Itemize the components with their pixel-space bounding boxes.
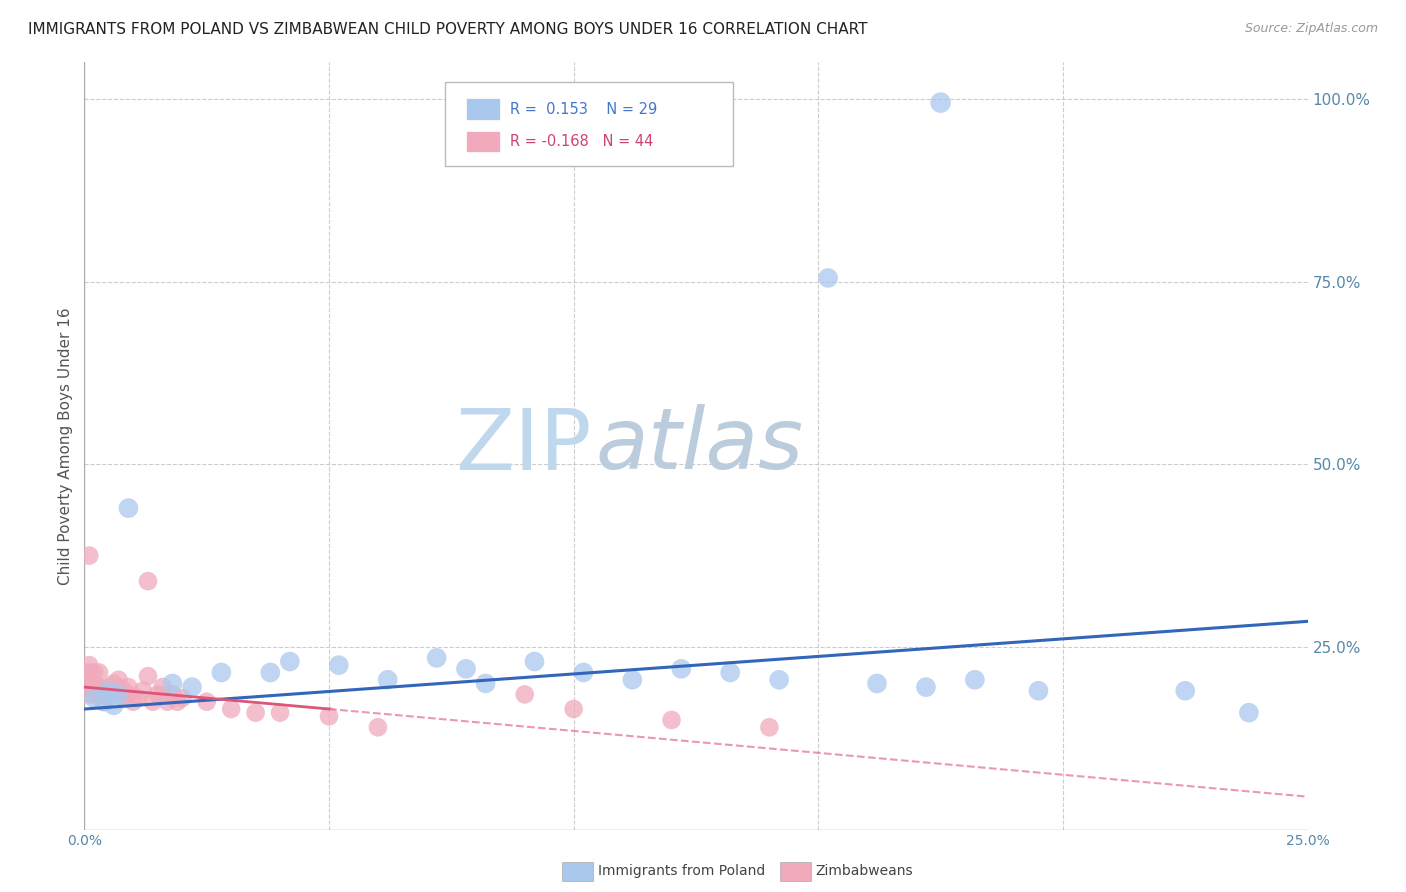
Point bbox=[107, 673, 129, 687]
Point bbox=[77, 549, 100, 563]
Point bbox=[83, 665, 105, 680]
Point bbox=[758, 720, 780, 734]
Point bbox=[142, 695, 165, 709]
Point bbox=[195, 695, 218, 709]
Point bbox=[77, 673, 100, 687]
Point bbox=[87, 665, 110, 680]
Text: Immigrants from Poland: Immigrants from Poland bbox=[598, 864, 765, 879]
Point bbox=[136, 574, 159, 589]
FancyBboxPatch shape bbox=[465, 98, 501, 120]
Point bbox=[77, 658, 100, 673]
Point bbox=[621, 673, 644, 687]
Point bbox=[278, 655, 301, 669]
FancyBboxPatch shape bbox=[446, 81, 733, 166]
Point bbox=[112, 691, 135, 706]
Point bbox=[93, 683, 115, 698]
Point bbox=[83, 691, 105, 706]
Point bbox=[162, 676, 184, 690]
Point bbox=[77, 665, 100, 680]
Point bbox=[166, 695, 188, 709]
Point bbox=[77, 680, 100, 694]
Point bbox=[318, 709, 340, 723]
Point bbox=[97, 680, 120, 694]
Point bbox=[136, 669, 159, 683]
Point bbox=[915, 680, 938, 694]
Point bbox=[1028, 683, 1050, 698]
Point bbox=[103, 698, 125, 713]
Point bbox=[209, 665, 232, 680]
Text: Source: ZipAtlas.com: Source: ZipAtlas.com bbox=[1244, 22, 1378, 36]
Text: R =  0.153    N = 29: R = 0.153 N = 29 bbox=[510, 102, 657, 117]
Point bbox=[103, 687, 125, 701]
Point bbox=[132, 683, 155, 698]
Point bbox=[93, 695, 115, 709]
Point bbox=[107, 680, 129, 694]
FancyBboxPatch shape bbox=[465, 131, 501, 153]
Point bbox=[572, 665, 595, 680]
Point bbox=[929, 95, 952, 110]
Point bbox=[718, 665, 741, 680]
Text: IMMIGRANTS FROM POLAND VS ZIMBABWEAN CHILD POVERTY AMONG BOYS UNDER 16 CORRELATI: IMMIGRANTS FROM POLAND VS ZIMBABWEAN CHI… bbox=[28, 22, 868, 37]
Point bbox=[474, 676, 496, 690]
Point bbox=[523, 655, 546, 669]
Point bbox=[117, 501, 139, 516]
Point bbox=[671, 662, 693, 676]
Point bbox=[146, 687, 169, 701]
Point bbox=[127, 691, 149, 706]
Point bbox=[93, 695, 115, 709]
Point bbox=[328, 658, 350, 673]
Text: atlas: atlas bbox=[596, 404, 804, 488]
Point bbox=[83, 687, 105, 701]
Point bbox=[77, 687, 100, 701]
Point bbox=[112, 683, 135, 698]
Point bbox=[107, 687, 129, 701]
Point bbox=[97, 687, 120, 701]
Point bbox=[259, 665, 281, 680]
Point bbox=[83, 676, 105, 690]
Point bbox=[377, 673, 399, 687]
Point bbox=[103, 676, 125, 690]
Point bbox=[562, 702, 585, 716]
Y-axis label: Child Poverty Among Boys Under 16: Child Poverty Among Boys Under 16 bbox=[58, 307, 73, 585]
Point bbox=[661, 713, 683, 727]
Point bbox=[181, 680, 204, 694]
Point bbox=[817, 271, 839, 285]
Point bbox=[367, 720, 389, 734]
Point bbox=[172, 691, 194, 706]
Point bbox=[87, 680, 110, 694]
Point bbox=[122, 695, 145, 709]
Point bbox=[162, 687, 184, 701]
Point bbox=[963, 673, 986, 687]
Point bbox=[454, 662, 477, 676]
Point bbox=[245, 706, 267, 720]
Point bbox=[513, 687, 536, 701]
Text: ZIP: ZIP bbox=[456, 404, 592, 488]
Point bbox=[768, 673, 790, 687]
Point bbox=[269, 706, 291, 720]
Point bbox=[219, 702, 242, 716]
Point bbox=[97, 683, 120, 698]
Point bbox=[1237, 706, 1260, 720]
Point bbox=[1174, 683, 1197, 698]
Point bbox=[866, 676, 889, 690]
Point bbox=[156, 695, 179, 709]
Point bbox=[117, 687, 139, 701]
Point bbox=[117, 680, 139, 694]
Text: Zimbabweans: Zimbabweans bbox=[815, 864, 912, 879]
Point bbox=[152, 680, 174, 694]
Text: R = -0.168   N = 44: R = -0.168 N = 44 bbox=[510, 134, 654, 149]
Point bbox=[426, 651, 449, 665]
Point bbox=[87, 687, 110, 701]
